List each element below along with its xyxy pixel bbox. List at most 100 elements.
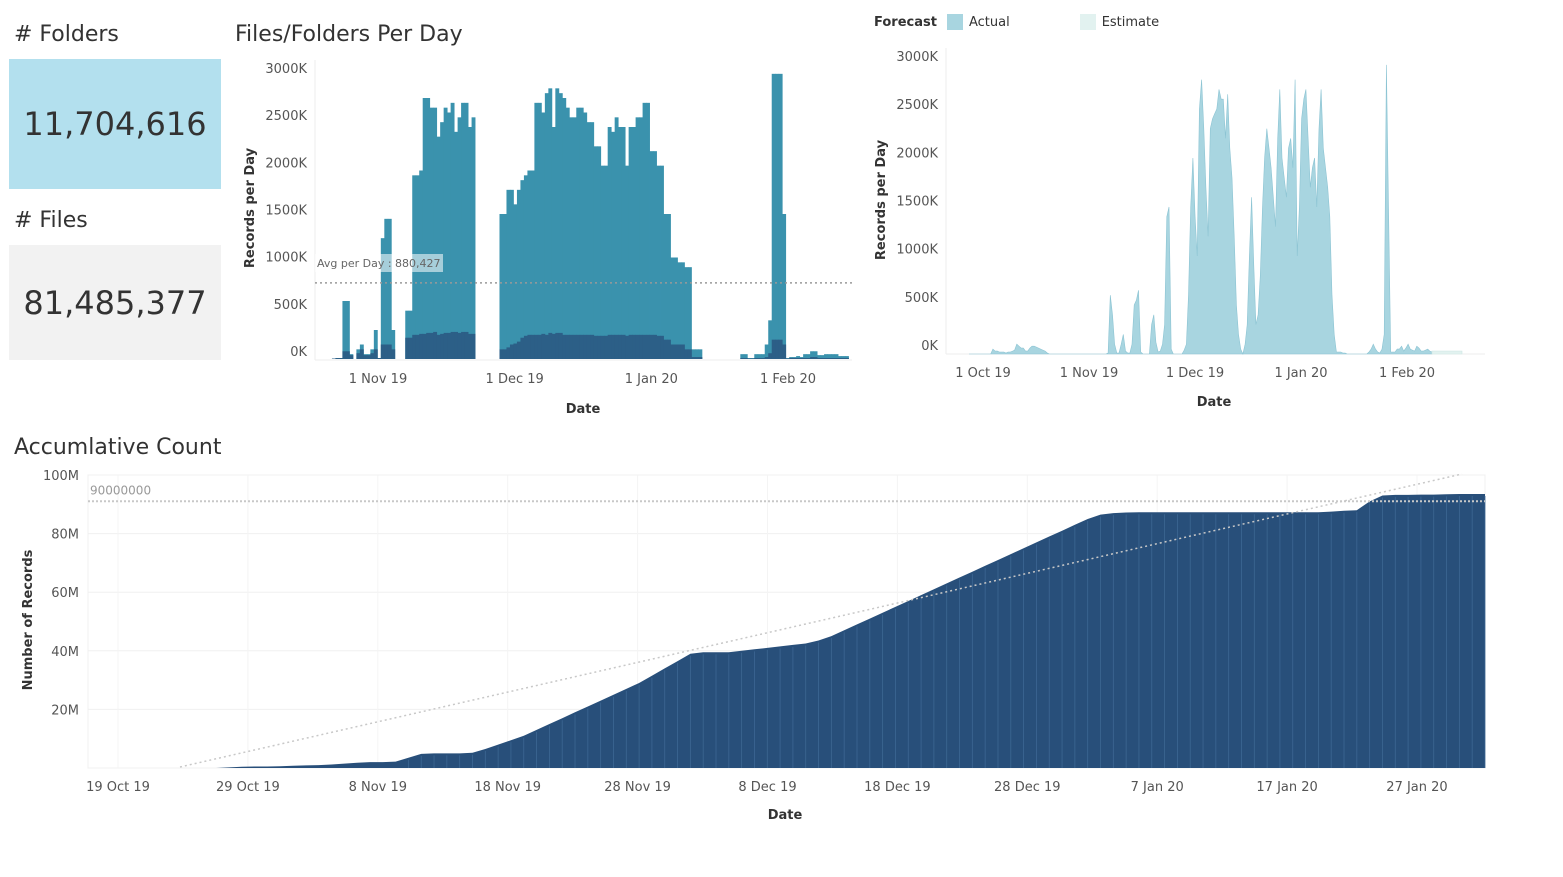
files-bar [450, 102, 455, 359]
files-bar [464, 102, 469, 359]
folders-bar [824, 358, 828, 359]
folders-bar [698, 357, 703, 359]
folders-bar [426, 332, 431, 359]
c2-estimate-area[interactable] [1431, 350, 1463, 355]
files-bar [345, 301, 350, 359]
c3-x-ticks: 19 Oct 19 29 Oct 19 8 Nov 19 18 Nov 19 28 No… [86, 780, 1448, 795]
folders-bar [625, 335, 630, 359]
files-bar [600, 165, 605, 359]
folders-bar [569, 334, 574, 359]
files-bar [579, 107, 584, 360]
files-bar [680, 262, 685, 359]
folders-bar [810, 357, 815, 359]
files-bar [646, 102, 650, 359]
files-bar [499, 214, 504, 359]
forecast-legend: Forecast Actual Estimate [874, 14, 1159, 30]
folders-bar [447, 332, 452, 359]
c3-y-axis-label: Number of Records [21, 549, 36, 690]
files-bar [845, 356, 849, 359]
folders-bar [433, 331, 438, 359]
folders-bar [338, 358, 343, 359]
y-tick-label: 1000K [265, 251, 307, 266]
folders-bar [740, 358, 745, 359]
x-tick-label: 1 Jan 20 [1274, 366, 1327, 381]
y-tick-label: 80M [51, 528, 79, 543]
folders-bar [516, 341, 521, 359]
legend-actual-label[interactable]: Actual [968, 14, 1010, 30]
legend-estimate-label[interactable]: Estimate [1101, 14, 1160, 30]
files-bar [838, 356, 842, 359]
folders-bar [366, 355, 371, 359]
folders-bar [768, 353, 773, 359]
folders-bar [548, 332, 553, 359]
c3-y-ticks: 20M 40M 60M 80M 100M [43, 469, 79, 718]
files-bar [530, 170, 535, 359]
c2-actual-area[interactable] [969, 64, 1433, 355]
files-bar [663, 214, 668, 359]
c3-cumulative-area[interactable] [88, 494, 1485, 768]
y-tick-label: 0K [290, 345, 307, 360]
c1-x-axis-label: Date [566, 402, 601, 417]
c3-x-axis-label: Date [768, 808, 803, 823]
folders-bar [377, 358, 382, 359]
files-bar [628, 127, 633, 359]
files-bar [562, 98, 567, 359]
folders-bar [667, 339, 671, 359]
files-per-day-chart: Avg per Day : 880,427 0K 500K 1000K 1500K 20… [243, 60, 852, 417]
files-bar [778, 73, 783, 359]
folders-bar [764, 357, 769, 359]
files-bar [436, 136, 441, 359]
folders-bar [523, 335, 528, 359]
files-bar [841, 356, 846, 359]
files-bar [527, 170, 532, 359]
files-bar [468, 127, 472, 359]
folders-bar [572, 334, 577, 359]
y-tick-label: 2500K [265, 109, 307, 124]
files-bar [775, 73, 780, 359]
files-bar [551, 127, 556, 359]
files-bar [764, 344, 769, 359]
x-tick-label: 1 Oct 19 [955, 366, 1011, 381]
files-bar [768, 320, 773, 359]
files-bar [523, 175, 528, 359]
folders-bar [342, 351, 347, 359]
folders-bar [405, 337, 410, 359]
y-tick-label: 2500K [896, 98, 938, 113]
files-bar [618, 127, 623, 359]
files-bar [817, 355, 821, 359]
folders-kpi-value: 11,704,616 [23, 105, 207, 143]
files-bar [684, 267, 689, 359]
folders-bar [796, 358, 801, 359]
legend-estimate-swatch[interactable] [1079, 14, 1096, 30]
files-per-day-title: Files/Folders Per Day [235, 22, 463, 47]
c1-bars-files[interactable] [331, 73, 849, 360]
files-bar [426, 98, 431, 359]
files-bar [625, 165, 630, 359]
folders-bar [621, 334, 626, 359]
files-bar [534, 102, 539, 359]
folders-bar [778, 339, 783, 359]
files-bar [509, 189, 514, 359]
files-bar [457, 117, 462, 359]
files-bar [520, 180, 525, 359]
files-kpi-value: 81,485,377 [23, 283, 207, 322]
c1-gridlines [314, 60, 852, 361]
files-bar [422, 98, 427, 359]
x-tick-label: 19 Oct 19 [86, 780, 150, 795]
c1-bars-folders[interactable] [331, 331, 849, 359]
files-bar [548, 88, 553, 359]
folders-bar [642, 334, 647, 359]
legend-actual-swatch[interactable] [946, 14, 963, 30]
folders-bar [593, 335, 598, 359]
c1-avg-label-bg [315, 254, 443, 272]
y-tick-label: 3000K [265, 62, 307, 77]
folders-title: # Folders [14, 22, 119, 47]
folders-bar [391, 349, 396, 359]
files-bar [827, 354, 832, 359]
folders-bar [838, 358, 842, 359]
files-bar [691, 349, 696, 359]
cumulative-title: Accumlative Count [14, 435, 222, 460]
files-bar [576, 107, 581, 360]
folders-bar [499, 349, 504, 359]
